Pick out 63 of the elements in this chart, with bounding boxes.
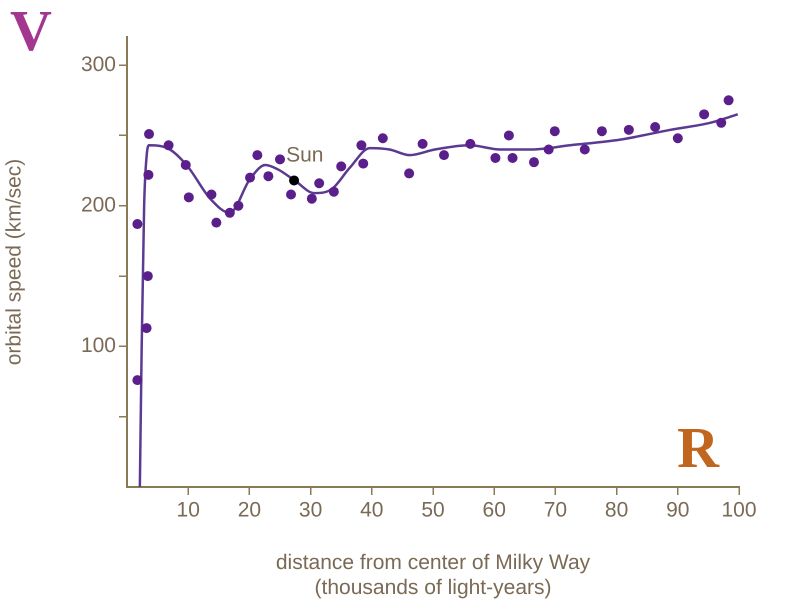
x-tick-label: 30 <box>298 498 322 522</box>
point <box>132 219 142 230</box>
point <box>544 144 554 154</box>
point <box>314 178 324 188</box>
point <box>378 133 388 144</box>
x-tick-label: 60 <box>482 498 506 522</box>
point <box>184 192 194 202</box>
point <box>289 175 300 186</box>
point <box>490 152 500 163</box>
point <box>224 208 235 218</box>
point <box>504 130 514 140</box>
x-tick-label: 90 <box>666 498 690 522</box>
point <box>716 118 726 128</box>
point <box>328 186 339 197</box>
x-tick-label: 20 <box>238 498 262 522</box>
point <box>144 129 154 140</box>
point <box>286 190 296 200</box>
annotation: R <box>677 415 720 480</box>
point <box>528 157 539 168</box>
series-label: Sun <box>286 144 324 167</box>
point <box>724 95 734 106</box>
point <box>465 138 476 149</box>
point <box>580 144 590 154</box>
point <box>164 140 174 150</box>
y-tick-label: 200 <box>80 194 116 217</box>
point <box>418 138 428 149</box>
text: V <box>10 0 52 63</box>
point <box>263 171 274 182</box>
point <box>233 200 244 211</box>
x-tick-label: 50 <box>421 498 445 522</box>
point <box>358 158 368 169</box>
point <box>142 323 152 334</box>
point <box>142 271 153 282</box>
y-tick-label: 100 <box>80 334 116 358</box>
point <box>596 126 607 136</box>
point <box>132 375 142 386</box>
point <box>275 154 285 164</box>
point <box>439 150 450 160</box>
line-series <box>138 113 739 487</box>
y-axis-title: orbital speed (km/sec) <box>2 158 26 366</box>
point <box>252 150 262 160</box>
x-tick-label: 80 <box>604 498 628 522</box>
point <box>245 172 256 183</box>
point <box>211 218 222 228</box>
x-tick-label: 100 <box>721 498 757 522</box>
point <box>550 126 560 136</box>
x-tick-label: 70 <box>544 498 568 522</box>
point <box>508 152 518 163</box>
x-tick-label: 40 <box>360 498 384 522</box>
point <box>650 122 660 132</box>
point <box>180 160 191 170</box>
point <box>699 109 710 120</box>
point <box>624 124 634 135</box>
point <box>356 140 366 150</box>
y-tick-label: 300 <box>80 52 116 76</box>
point <box>672 133 683 144</box>
point <box>336 161 346 172</box>
point <box>404 168 414 178</box>
point <box>143 170 154 180</box>
x-tick-label: 10 <box>176 498 200 522</box>
point <box>206 190 216 200</box>
x-axis-title: distance from center of Milky Way (thousands of light-years) <box>276 550 591 600</box>
point <box>306 194 317 204</box>
